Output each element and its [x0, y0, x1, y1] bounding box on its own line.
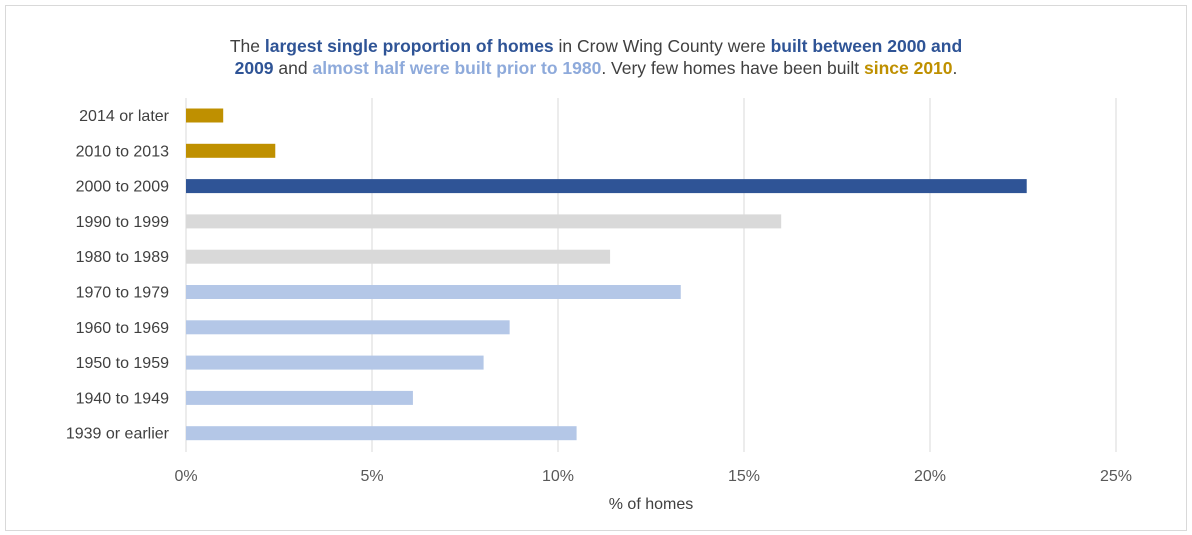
category-label: 1980 to 1989 — [76, 249, 170, 266]
title-line-2: 2009 and almost half were built prior to… — [0, 57, 1192, 79]
title-segment: and — [273, 58, 313, 78]
bar — [186, 355, 484, 370]
title-line-1: The largest single proportion of homes i… — [0, 35, 1192, 57]
bar — [186, 426, 577, 441]
x-tick-label: 25% — [1100, 468, 1132, 485]
chart-title: The largest single proportion of homes i… — [0, 35, 1192, 79]
title-segment: in Crow Wing County were — [553, 36, 771, 56]
category-labels: 2014 or later 2010 to 2013 2000 to 2009 199… — [66, 108, 170, 443]
bar — [186, 320, 510, 335]
bar — [186, 108, 224, 123]
title-segment: largest single proportion of homes — [264, 36, 554, 56]
title-segment: almost half were built prior to 1980 — [312, 58, 602, 78]
x-tick-labels: 0% 5% 10% 15% 20% 25% — [174, 468, 1132, 485]
x-tick-label: 0% — [174, 468, 197, 485]
category-label: 1950 to 1959 — [76, 355, 170, 372]
category-label: 2010 to 2013 — [76, 143, 170, 160]
bar — [186, 214, 782, 229]
x-axis-title: % of homes — [609, 496, 693, 513]
bar — [186, 285, 681, 299]
category-label: 2000 to 2009 — [76, 179, 170, 196]
category-label: 1939 or earlier — [66, 426, 170, 443]
title-segment: . Very few homes have been built — [601, 58, 864, 78]
bar — [186, 179, 1027, 194]
title-segment: since 2010 — [863, 58, 953, 78]
x-tick-label: 5% — [360, 468, 383, 485]
category-label: 1940 to 1949 — [76, 390, 170, 407]
bars — [186, 108, 1027, 441]
x-tick-label: 10% — [542, 468, 574, 485]
title-segment: . — [952, 58, 958, 78]
title-segment: 2009 — [234, 58, 274, 78]
x-tick-label: 20% — [914, 468, 946, 485]
bar — [186, 390, 413, 405]
bar — [186, 249, 611, 264]
title-segment: built between 2000 and — [770, 36, 963, 56]
bar — [186, 143, 276, 158]
chart-frame — [5, 5, 1187, 531]
title-segment: The — [229, 36, 265, 56]
category-label: 1960 to 1969 — [76, 320, 170, 337]
x-tick-label: 15% — [728, 468, 760, 485]
category-label: 1990 to 1999 — [76, 214, 170, 231]
category-label: 1970 to 1979 — [76, 285, 170, 302]
category-label: 2014 or later — [79, 108, 170, 125]
